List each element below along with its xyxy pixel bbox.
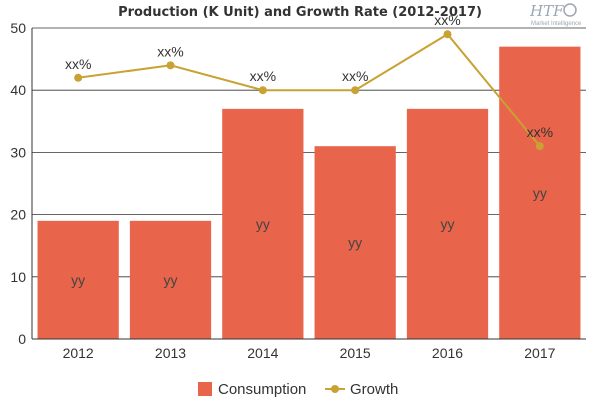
line-series bbox=[74, 30, 544, 151]
bar bbox=[222, 108, 304, 339]
bar-series bbox=[37, 46, 581, 339]
y-tick-label: 40 bbox=[10, 82, 26, 98]
line-data-label: xx% bbox=[434, 12, 460, 28]
y-tick-label: 30 bbox=[10, 144, 26, 160]
line-point bbox=[258, 86, 267, 95]
bar-data-label: yy bbox=[348, 235, 362, 251]
bar-data-labels: yy yy yy yy yy yy bbox=[71, 185, 547, 288]
line-point bbox=[443, 30, 452, 39]
line-point bbox=[535, 142, 544, 151]
line-data-label: xx% bbox=[250, 68, 276, 84]
logo-brand: HTF bbox=[529, 2, 564, 20]
line-data-label: xx% bbox=[527, 124, 553, 140]
legend-label-growth: Growth bbox=[350, 381, 398, 398]
legend-label-consumption: Consumption bbox=[218, 381, 306, 398]
line-point bbox=[351, 86, 360, 95]
y-tick-label: 50 bbox=[10, 20, 26, 36]
y-axis: 0 10 20 30 40 50 bbox=[10, 20, 33, 347]
bar-data-label: yy bbox=[533, 185, 547, 201]
bar-data-label: yy bbox=[256, 216, 270, 232]
bar bbox=[406, 108, 489, 339]
legend-marker-growth bbox=[331, 385, 339, 393]
growth-line bbox=[78, 32, 541, 147]
line-data-label: xx% bbox=[65, 56, 91, 72]
logo-tagline: Market Intelligence bbox=[531, 21, 582, 27]
bar bbox=[129, 220, 212, 339]
bar bbox=[314, 146, 396, 339]
x-axis: 2012 2013 2014 2015 2016 2017 bbox=[32, 338, 586, 361]
line-data-label: xx% bbox=[342, 68, 368, 84]
x-tick-label: 2016 bbox=[432, 345, 463, 361]
y-tick-label: 20 bbox=[10, 207, 26, 223]
line-data-label: xx% bbox=[157, 43, 183, 59]
chart-title: Production (K Unit) and Growth Rate (201… bbox=[118, 5, 482, 20]
x-tick-label: 2013 bbox=[155, 345, 186, 361]
x-tick-label: 2017 bbox=[524, 345, 555, 361]
line-data-labels: xx% xx% xx% xx% xx% xx% bbox=[65, 12, 553, 140]
legend-swatch-consumption bbox=[198, 382, 212, 396]
globe-icon bbox=[563, 3, 577, 17]
legend: Consumption Growth bbox=[198, 381, 398, 398]
y-tick-label: 0 bbox=[18, 331, 26, 347]
x-tick-label: 2012 bbox=[63, 345, 94, 361]
bar-data-label: yy bbox=[441, 216, 455, 232]
x-tick-label: 2015 bbox=[340, 345, 371, 361]
y-tick-label: 10 bbox=[10, 269, 26, 285]
bar-data-label: yy bbox=[71, 272, 85, 288]
bar bbox=[37, 220, 119, 339]
bar-data-label: yy bbox=[164, 272, 178, 288]
x-tick-label: 2014 bbox=[247, 345, 278, 361]
htf-logo: HTF Market Intelligence bbox=[529, 2, 582, 27]
line-point bbox=[74, 73, 83, 82]
bar bbox=[499, 46, 581, 339]
line-point bbox=[166, 61, 175, 70]
